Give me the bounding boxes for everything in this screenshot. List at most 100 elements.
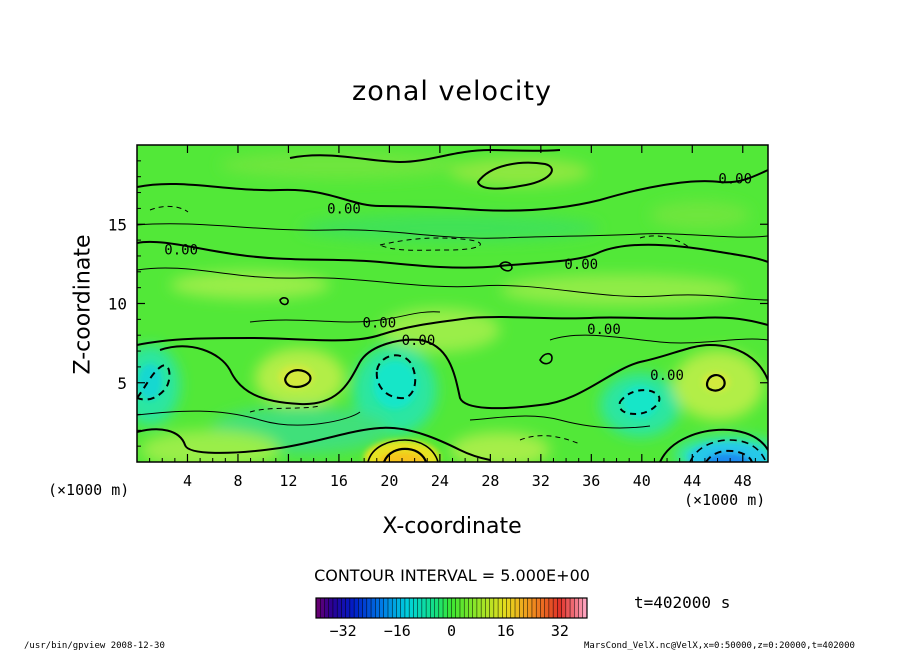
contour-bottom-max-outer — [367, 439, 439, 462]
colorbar-swatch — [485, 598, 491, 618]
colorbar-swatch — [404, 598, 410, 618]
colorbar-frame — [315, 597, 588, 619]
contour-label: 0.00 — [587, 322, 621, 338]
colorbar-swatch — [438, 598, 444, 618]
colorbar-swatch — [337, 598, 342, 618]
footer-program-date: /usr/bin/gpview 2008-12-30 — [24, 641, 165, 651]
zero-contour-bottom — [137, 426, 491, 461]
colorbar-swatch — [493, 598, 499, 618]
colorbar-swatch — [316, 598, 321, 618]
field-blobs — [137, 151, 768, 462]
colorbar-swatch — [396, 598, 402, 618]
colorbar-swatch — [472, 598, 478, 618]
colorbar-swatch — [392, 598, 397, 618]
zero-contour-island — [476, 161, 553, 190]
colorbar-swatch — [578, 598, 584, 618]
colorbar-swatch — [341, 598, 347, 618]
colorbar-swatch — [476, 598, 482, 618]
colorbar-swatch — [328, 598, 334, 618]
colorbar-swatch — [417, 598, 423, 618]
colorbar-swatch — [430, 598, 435, 618]
x-unit-label-left: (×1000 m) — [48, 481, 130, 499]
contour-label-group: 0.00 0.00 0.00 0.00 0.00 0.00 0.00 0.00 — [164, 171, 752, 384]
colorbar-swatch — [354, 598, 359, 618]
colorbar-swatch — [443, 598, 448, 618]
dashed-contour-2 — [149, 205, 189, 213]
small-loop-2 — [539, 352, 553, 365]
colorbar-swatch — [574, 598, 579, 618]
colorbar: −32 −16 0 16 32 — [315, 597, 588, 640]
x-tick-label: 8 — [233, 472, 242, 490]
x-tick-label: 32 — [532, 472, 550, 490]
colorbar-swatch — [515, 598, 520, 618]
x-axis-label: X-coordinate — [382, 514, 522, 539]
contour-lines — [137, 148, 768, 462]
colorbar-swatch — [553, 598, 558, 618]
colorbar-swatch — [413, 598, 419, 618]
zero-contour-upper-2 — [289, 148, 561, 164]
colorbar-swatch — [570, 598, 575, 618]
colorbar-swatch — [451, 598, 457, 618]
colorbar-tick-label: 16 — [497, 622, 515, 640]
colorbar-swatch — [358, 598, 363, 618]
colorbar-tick-label: 0 — [447, 622, 456, 640]
x-tick-label: 44 — [683, 472, 701, 490]
colorbar-swatch — [468, 598, 474, 618]
x-tick-label: 48 — [734, 472, 752, 490]
colorbar-swatch — [582, 598, 588, 618]
dashed-contour-5 — [519, 435, 581, 445]
colorbar-swatch — [527, 598, 533, 618]
colorbar-swatch — [540, 598, 546, 618]
zero-contour-upper — [137, 169, 768, 212]
contour-min-left — [137, 364, 171, 401]
zero-contour-bottom-right — [659, 428, 768, 462]
contour-min-20 — [375, 354, 417, 400]
x-tick-label: 28 — [481, 472, 499, 490]
dashed-contour-3 — [639, 235, 691, 249]
colorbar-swatch — [345, 598, 351, 618]
colorbar-swatch — [379, 598, 385, 618]
colorbar-swatch — [459, 598, 465, 618]
contour-label: 0.00 — [327, 201, 361, 217]
x-tick-label: 36 — [582, 472, 600, 490]
thin-contour-1 — [137, 267, 768, 301]
colorbar-swatch — [383, 598, 389, 618]
x-tick-label: 4 — [183, 472, 192, 490]
dashed-contour-4 — [249, 405, 321, 413]
zero-contour-loop-left — [159, 338, 768, 410]
y-axis-label: Z-coordinate — [70, 234, 96, 375]
colorbar-swatch — [489, 598, 495, 618]
colorbar-swatch — [519, 598, 524, 618]
colorbar-swatch — [421, 598, 427, 618]
colorbar-swatch — [464, 598, 469, 618]
contour-label: 0.00 — [650, 368, 684, 384]
colorbar-swatch — [387, 598, 393, 618]
colorbar-tick-label: 32 — [551, 622, 569, 640]
contour-label: 0.00 — [402, 333, 436, 349]
dashed-contour-1 — [378, 237, 481, 251]
y-tick-label: 10 — [108, 295, 127, 314]
contour-label: 0.00 — [164, 243, 198, 259]
contour-label: 0.00 — [718, 171, 752, 187]
colorbar-swatch — [548, 598, 554, 618]
colorbar-swatch — [447, 598, 452, 618]
footer-data-source: MarsCond_VelX.nc@VelX,x=0:50000,z=0:2000… — [584, 641, 855, 651]
colorbar-swatch — [506, 598, 512, 618]
colorbar-swatch — [371, 598, 376, 618]
colorbar-swatch — [349, 598, 355, 618]
contour-label: 0.00 — [564, 257, 598, 273]
colorbar-tick-label: −16 — [384, 622, 411, 640]
colorbar-swatch — [455, 598, 461, 618]
contour-interval-label: CONTOUR INTERVAL = 5.000E+00 — [314, 566, 590, 585]
contour-bottom-min-outer — [689, 439, 767, 462]
colorbar-tick-label: −32 — [330, 622, 357, 640]
contour-max-46 — [705, 374, 726, 392]
x-tick-label: 40 — [633, 472, 651, 490]
colorbar-swatch — [332, 598, 338, 618]
x-unit-label-right: (×1000 m) — [684, 491, 766, 509]
colorbar-swatch — [375, 598, 380, 618]
contour-label: 0.00 — [362, 316, 396, 332]
colorbar-swatch — [434, 598, 440, 618]
